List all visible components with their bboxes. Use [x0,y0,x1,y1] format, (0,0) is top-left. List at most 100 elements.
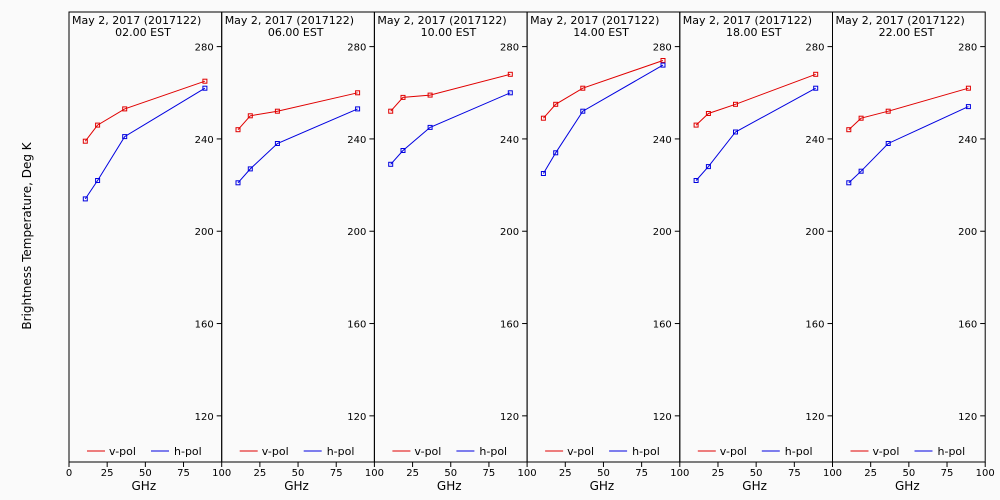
x-axis-label: GHz [437,479,462,493]
panel-date-title: May 2, 2017 (2017122) [225,14,354,27]
series-line-h-pol-4 [695,87,816,181]
series-line-h-pol-0 [84,87,206,200]
panel-time-title: 22.00 EST [879,26,935,39]
series-line-v-pol-0 [84,80,206,142]
data-point-h-pol-4-3 [813,85,819,91]
data-point-v-pol-0-1 [95,122,101,128]
x-tick-label: 25 [254,468,267,479]
data-point-v-pol-4-2 [733,101,738,107]
x-tick-label: 50 [292,468,305,479]
y-tick-label: 120 [653,412,672,423]
data-point-v-pol-3-0 [540,115,546,121]
legend-label-v-pol: v-pol [414,445,441,458]
data-point-v-pol-5-1 [858,115,864,121]
x-axis-label: GHz [742,479,767,493]
y-tick-label: 240 [805,135,824,146]
x-tick-label: 50 [444,468,457,479]
x-tick-label: 50 [902,468,915,479]
data-point-h-pol-1-0 [235,180,241,186]
data-point-h-pol-0-2 [122,134,128,140]
series-line-h-pol-5 [848,106,969,184]
x-tick-label: 100 [365,468,384,479]
x-tick-label: 25 [559,468,572,479]
x-tick-label: 75 [177,468,190,479]
y-tick-label: 240 [195,135,214,146]
data-point-v-pol-4-0 [693,122,699,128]
data-point-v-pol-5-2 [885,108,891,114]
panel-time-title: 10.00 EST [421,26,477,39]
series-line-v-pol-4 [695,73,816,126]
data-point-v-pol-0-3 [202,78,208,84]
x-tick-label: 100 [823,468,842,479]
x-tick-label: 100 [976,468,995,479]
series-line-h-pol-1 [237,108,358,184]
data-point-h-pol-0-0 [82,196,88,202]
y-tick-label: 280 [195,43,214,54]
data-point-v-pol-5-3 [965,85,971,91]
x-tick-label: 75 [941,468,954,479]
legend-label-h-pol: h-pol [785,445,813,458]
data-point-h-pol-2-2 [427,124,433,130]
series-line-h-pol-2 [390,92,511,165]
data-point-v-pol-3-2 [580,85,586,91]
y-tick-label: 280 [653,43,672,54]
data-point-v-pol-4-3 [813,71,819,77]
legend-label-h-pol: h-pol [479,445,507,458]
x-tick-label: 100 [518,468,537,479]
data-point-h-pol-3-3 [660,62,666,68]
x-axis-label: GHz [132,479,157,493]
data-point-h-pol-5-3 [965,104,971,110]
x-tick-label: 25 [101,468,114,479]
x-tick-label: 75 [788,468,801,479]
data-point-v-pol-1-1 [247,113,253,119]
data-point-h-pol-1-2 [274,141,280,146]
legend-label-v-pol: v-pol [873,445,900,458]
data-point-h-pol-3-1 [553,150,559,156]
panel-date-title: May 2, 2017 (2017122) [530,14,659,27]
x-tick-label: 100 [670,468,689,479]
data-point-h-pol-3-0 [540,171,546,176]
data-point-h-pol-1-3 [355,106,361,112]
x-axis-label: GHz [590,479,615,493]
x-tick-label: 50 [597,468,610,479]
x-tick-label: 50 [750,468,763,479]
data-point-v-pol-0-2 [122,106,128,112]
data-point-h-pol-5-0 [846,180,852,186]
y-tick-label: 120 [500,412,519,423]
data-point-v-pol-2-1 [400,94,406,100]
legend-label-v-pol: v-pol [720,445,747,458]
data-point-h-pol-0-1 [95,178,101,183]
y-axis-label: Brightness Temperature, Deg K [20,141,34,329]
data-point-h-pol-4-0 [693,178,699,183]
legend-label-h-pol: h-pol [327,445,355,458]
y-tick-label: 240 [958,135,977,146]
data-point-h-pol-3-2 [580,108,586,114]
legend-label-h-pol: h-pol [938,445,966,458]
series-line-v-pol-3 [543,60,664,119]
data-point-h-pol-5-2 [885,141,891,146]
panel-date-title: May 2, 2017 (2017122) [683,14,812,27]
data-point-h-pol-1-1 [247,166,253,172]
legend-label-v-pol: v-pol [262,445,289,458]
y-tick-label: 200 [805,227,824,238]
y-tick-label: 160 [347,320,366,331]
y-tick-label: 200 [195,227,214,238]
panel-time-title: 14.00 EST [573,26,629,39]
panel-time-title: 02.00 EST [115,26,171,39]
data-point-v-pol-0-0 [82,138,88,144]
legend-label-h-pol: h-pol [174,445,202,458]
y-tick-label: 160 [195,320,214,331]
y-tick-label: 120 [195,412,214,423]
panel-date-title: May 2, 2017 (2017122) [377,14,506,27]
panel-date-title: May 2, 2017 (2017122) [836,14,965,27]
data-point-v-pol-3-1 [553,101,559,107]
data-point-h-pol-4-1 [705,164,711,170]
data-point-v-pol-4-1 [705,111,711,116]
legend-label-h-pol: h-pol [632,445,660,458]
y-tick-label: 240 [500,135,519,146]
panel-time-title: 06.00 EST [268,26,324,39]
y-tick-label: 200 [653,227,672,238]
y-tick-label: 160 [805,320,824,331]
y-tick-label: 160 [500,320,519,331]
